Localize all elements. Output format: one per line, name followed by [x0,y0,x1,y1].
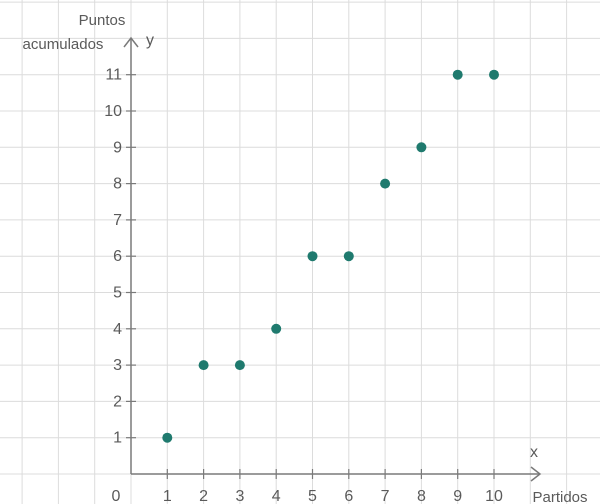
axis-labels: Puntos acumulados y x Partidos 0 [23,12,588,504]
data-point [416,142,427,153]
x-tick-label: 3 [235,488,244,504]
y-tick-label: 8 [113,176,122,193]
y-tick-label: 10 [104,103,122,120]
origin-label: 0 [112,488,121,504]
y-tick-label: 2 [113,393,122,410]
y-tick-label: 4 [113,321,122,338]
x-axis-symbol: x [530,444,538,461]
y-tick-label: 1 [113,430,122,447]
axes [123,36,542,482]
x-tick-label: 9 [453,488,462,504]
data-point [452,69,463,80]
x-axis-arrow [530,466,542,482]
x-tick-label: 1 [163,488,172,504]
data-point [307,251,318,262]
data-point [380,178,391,189]
y-tick-label: 5 [113,285,122,302]
y-axis-arrow [123,36,139,48]
x-tick-label: 2 [199,488,208,504]
x-tick-label: 10 [485,488,503,504]
x-tick-label: 7 [381,488,390,504]
data-point [162,432,173,443]
y-axis-symbol: y [146,32,154,49]
y-axis-label-line-1: Puntos [79,12,126,29]
ticks: 1 2 3 4 5 6 7 8 9 10 1 2 3 4 5 6 7 8 9 10 11 [104,67,503,504]
data-point [271,323,282,334]
x-tick-label: 6 [344,488,353,504]
y-tick-label: 7 [113,212,122,229]
x-tick-label: 5 [308,488,317,504]
data-point [343,251,354,262]
data-point [198,360,209,371]
y-tick-label: 3 [113,357,122,374]
data-point [489,69,499,80]
x-tick-label: 4 [272,488,281,504]
data-points [162,69,499,443]
x-axis-label: Partidos [532,489,587,504]
y-tick-label: 9 [113,139,122,156]
y-tick-label: 6 [113,248,122,265]
y-axis-label-line-2: acumulados [23,36,104,53]
y-tick-label: 11 [105,67,122,84]
x-tick-label: 8 [417,488,426,504]
data-point [234,360,245,371]
